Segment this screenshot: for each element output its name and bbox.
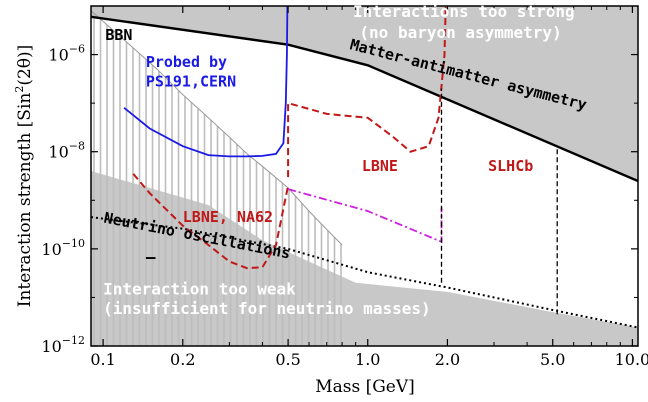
annotation-lbne: LBNE bbox=[362, 157, 398, 175]
y-tick-label: 10−8 bbox=[48, 140, 85, 162]
x-tick-label: 5.0 bbox=[540, 350, 565, 369]
annotation-strong2: (no baryon asymmetry) bbox=[359, 23, 561, 42]
x-tick-label: 0.5 bbox=[275, 350, 300, 369]
annotation-strong1: Interactions too strong bbox=[353, 2, 575, 21]
y-axis-title: Interaction strength [Sin2(2θ)] bbox=[13, 45, 35, 308]
series-line-matter-antimatter-asymmetry bbox=[91, 15, 638, 183]
x-tick-label: 0.1 bbox=[90, 350, 115, 369]
y-tick-label: 10−6 bbox=[48, 43, 85, 65]
annotation-minus: – bbox=[146, 248, 156, 267]
series-line-probed-by-ps191-cern bbox=[123, 6, 289, 158]
y-tick-label: 10−10 bbox=[41, 237, 85, 259]
x-tick-label: 10.0 bbox=[615, 350, 648, 369]
x-tick-label: 1.0 bbox=[355, 350, 380, 369]
x-tick-label: 0.2 bbox=[170, 350, 195, 369]
annotation-weak1: Interaction too weak bbox=[103, 279, 296, 298]
bbn-boundary-line bbox=[91, 10, 343, 246]
annotation-lbne_na62: LBNE, NA62 bbox=[183, 208, 273, 226]
region-too-strong bbox=[91, 6, 638, 181]
y-tick-label: 10−12 bbox=[41, 334, 85, 356]
annotation-weak2: (insufficient for neutrino masses) bbox=[103, 299, 431, 318]
series-line-lbne bbox=[287, 6, 447, 178]
plot-frame bbox=[90, 5, 639, 347]
annotation-probed1: Probed by bbox=[146, 53, 227, 71]
annotation-slhcb: SLHCb bbox=[488, 157, 533, 175]
series-line-ps191-projection bbox=[287, 188, 443, 244]
x-tick-label: 2.0 bbox=[435, 350, 460, 369]
annotation-bbn: BBN bbox=[105, 26, 132, 44]
series-line-neutrino-oscillations bbox=[91, 216, 638, 329]
region-too-weak bbox=[91, 171, 638, 346]
series-line-lbne-na62 bbox=[132, 173, 290, 270]
x-axis-title: Mass [GeV] bbox=[315, 377, 415, 397]
annotation-probed2: PS191,CERN bbox=[146, 73, 236, 91]
